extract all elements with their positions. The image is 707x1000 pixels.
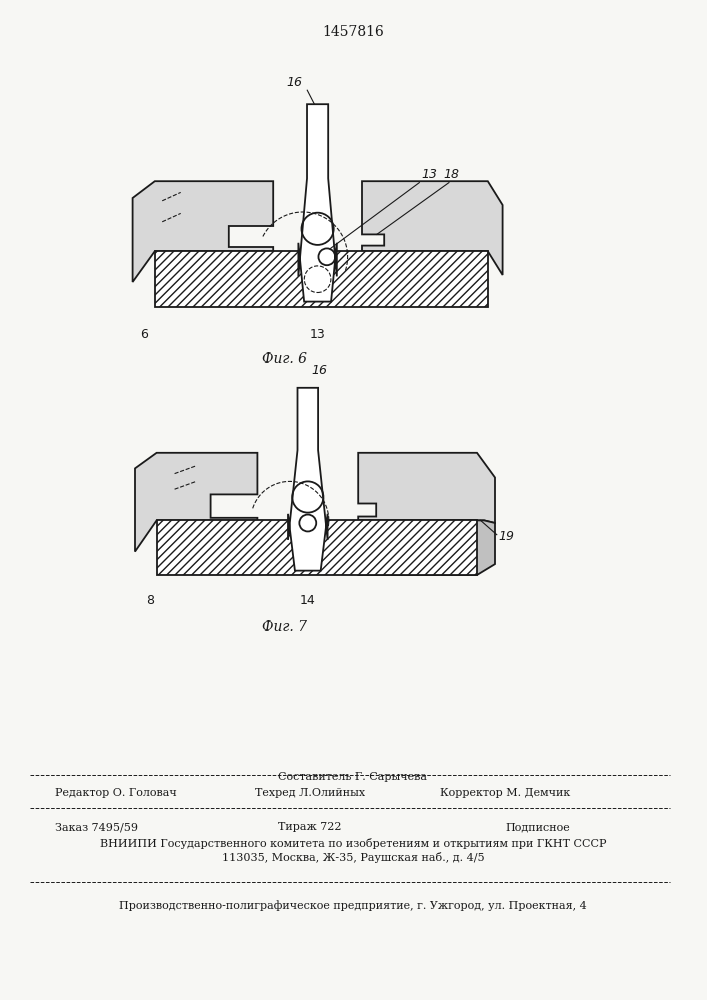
Text: 6: 6 xyxy=(140,328,148,341)
Text: 19: 19 xyxy=(498,530,515,542)
Polygon shape xyxy=(288,388,327,571)
Polygon shape xyxy=(362,181,503,275)
Text: Редактор О. Головач: Редактор О. Головач xyxy=(55,788,177,798)
Text: 8: 8 xyxy=(146,594,154,607)
Text: 18: 18 xyxy=(443,168,460,181)
Bar xyxy=(156,520,477,575)
Text: 14: 14 xyxy=(300,594,315,607)
Text: Корректор М. Демчик: Корректор М. Демчик xyxy=(440,788,570,798)
Text: Фиг. 6: Фиг. 6 xyxy=(262,352,308,366)
Text: Подписное: Подписное xyxy=(506,822,570,832)
Polygon shape xyxy=(298,104,337,302)
Polygon shape xyxy=(358,453,495,523)
Polygon shape xyxy=(358,520,495,575)
Text: Производственно-полиграфическое предприятие, г. Ужгород, ул. Проектная, 4: Производственно-полиграфическое предприя… xyxy=(119,900,587,911)
Text: Заказ 7495/59: Заказ 7495/59 xyxy=(55,822,138,832)
Text: Тираж 722: Тираж 722 xyxy=(279,822,341,832)
Text: 16: 16 xyxy=(311,364,327,377)
Text: ВНИИПИ Государственного комитета по изобретениям и открытиям при ГКНТ СССР: ВНИИПИ Государственного комитета по изоб… xyxy=(100,838,606,849)
Text: 13: 13 xyxy=(310,328,325,341)
Text: 13: 13 xyxy=(421,168,437,181)
Text: Фиг. 7: Фиг. 7 xyxy=(262,620,308,634)
Text: 1457816: 1457816 xyxy=(322,25,384,39)
Polygon shape xyxy=(133,181,273,282)
Text: Техред Л.Олийных: Техред Л.Олийных xyxy=(255,788,365,798)
Text: 113035, Москва, Ж-35, Раушская наб., д. 4/5: 113035, Москва, Ж-35, Раушская наб., д. … xyxy=(222,852,484,863)
Text: 16: 16 xyxy=(287,76,303,89)
Bar xyxy=(155,251,488,307)
Polygon shape xyxy=(135,453,257,552)
Text: Составитель Г. Сарычева: Составитель Г. Сарычева xyxy=(279,772,428,782)
